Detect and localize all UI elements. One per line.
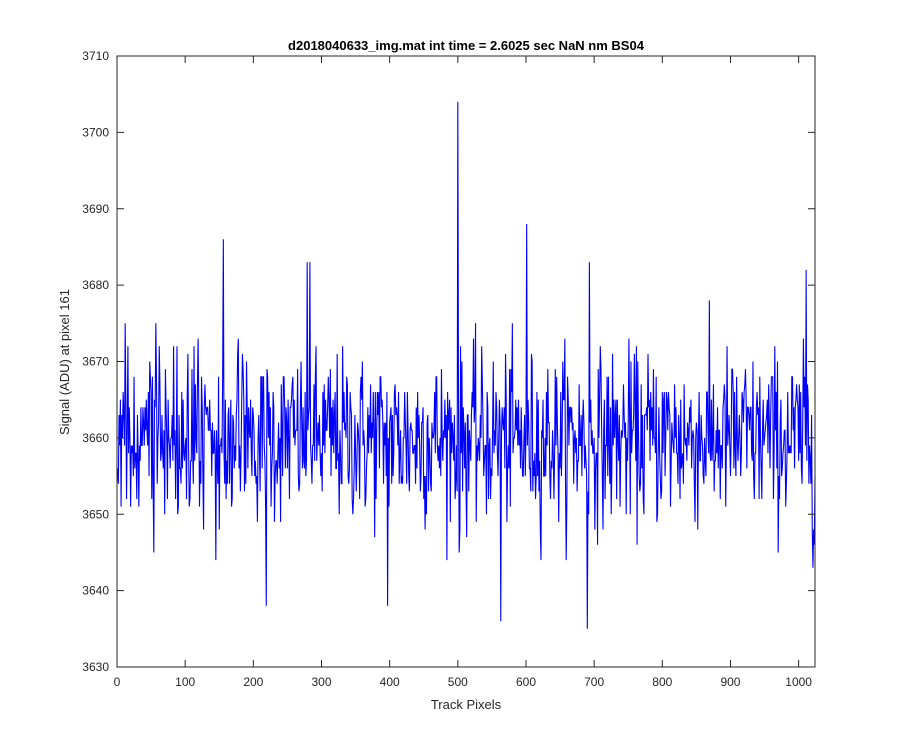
x-axis-label: Track Pixels xyxy=(431,697,502,712)
y-axis: 3630 3640 3650 3660 3670 3680 3690 3700 3710 xyxy=(82,49,815,674)
y-tick-label: 3680 xyxy=(82,278,109,292)
x-tick-label: 1000 xyxy=(785,675,812,689)
x-tick-label: 0 xyxy=(114,675,121,689)
x-tick-label: 200 xyxy=(243,675,263,689)
chart-title: d2018040633_img.mat int time = 2.6025 se… xyxy=(288,38,645,53)
y-tick-label: 3710 xyxy=(82,49,109,63)
x-tick-label: 500 xyxy=(448,675,468,689)
x-axis: 0 100 200 300 400 500 600 700 800 900 1000 xyxy=(114,56,812,689)
y-tick-label: 3690 xyxy=(82,202,109,216)
y-tick-label: 3700 xyxy=(82,125,109,139)
x-tick-label: 300 xyxy=(311,675,331,689)
x-tick-label: 900 xyxy=(720,675,740,689)
x-tick-label: 600 xyxy=(516,675,536,689)
x-tick-label: 100 xyxy=(175,675,195,689)
y-tick-label: 3650 xyxy=(82,507,109,521)
signal-line xyxy=(117,101,816,629)
y-axis-label: Signal (ADU) at pixel 161 xyxy=(57,289,72,435)
axes-background xyxy=(117,56,815,667)
x-tick-label: 800 xyxy=(652,675,672,689)
plot-area xyxy=(117,101,816,629)
y-tick-label: 3640 xyxy=(82,584,109,598)
x-tick-label: 700 xyxy=(584,675,604,689)
x-tick-label: 400 xyxy=(380,675,400,689)
y-tick-label: 3630 xyxy=(82,660,109,674)
y-tick-label: 3660 xyxy=(82,431,109,445)
y-tick-label: 3670 xyxy=(82,355,109,369)
